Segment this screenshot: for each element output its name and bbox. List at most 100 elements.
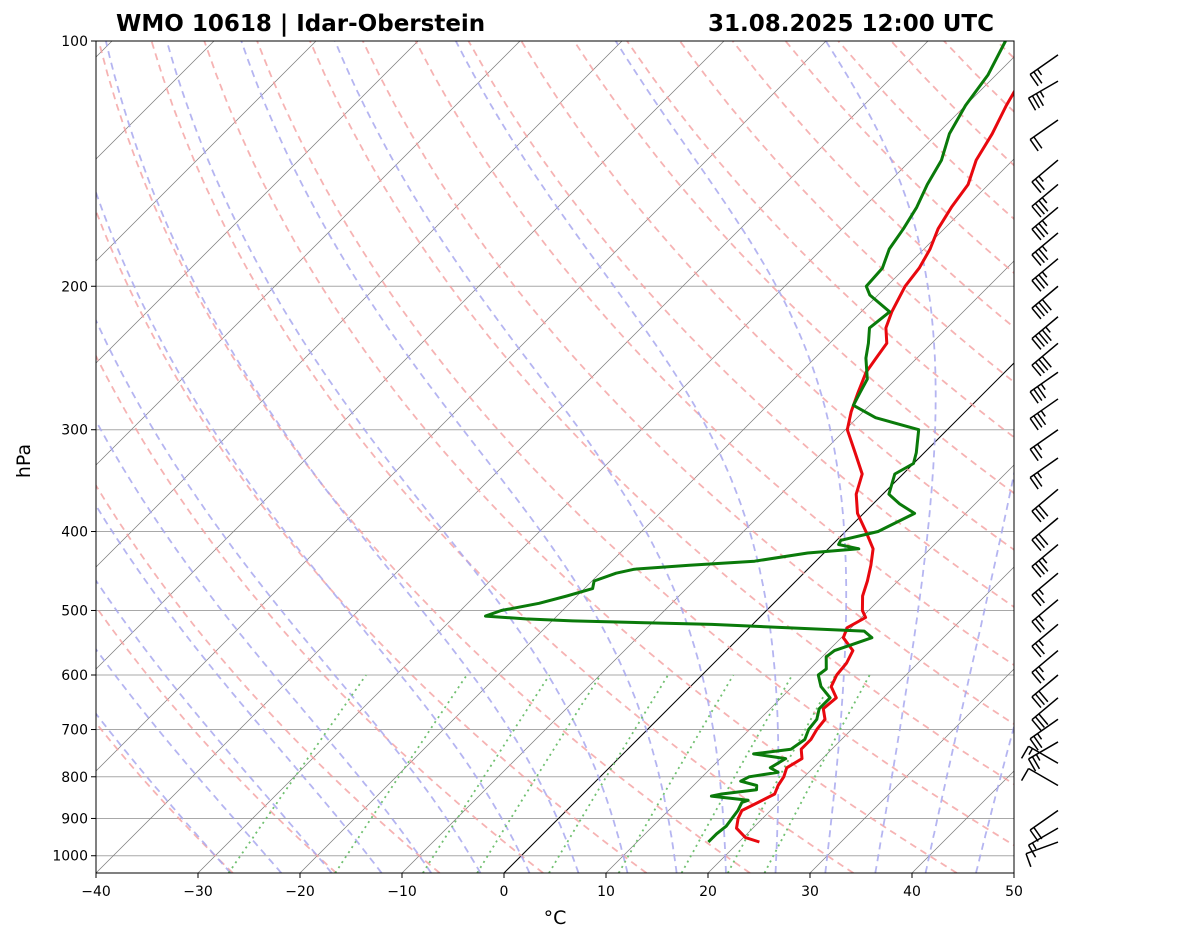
dry-adiabat <box>97 41 751 873</box>
wind-barb <box>1031 342 1059 377</box>
moist-adiabat <box>96 579 333 873</box>
wind-barb-feather <box>1033 826 1043 840</box>
wind-barb <box>1029 457 1059 490</box>
wind-barb <box>1029 119 1059 152</box>
wind-barb <box>1031 285 1059 320</box>
wind-barb-feather <box>1035 93 1044 107</box>
wind-barb-feather <box>1027 758 1037 772</box>
wind-barb-feather <box>1031 645 1042 658</box>
x-tick-label: 10 <box>597 884 615 900</box>
wind-barb-feather <box>1029 448 1039 462</box>
wind-barb <box>1031 183 1059 218</box>
wind-barb <box>1031 232 1059 266</box>
wind-barb-feather <box>1034 591 1045 604</box>
temperature-line <box>735 89 1014 844</box>
wind-barb-feather <box>1038 504 1049 517</box>
y-axis-label: hPa <box>13 444 35 478</box>
dry-adiabat <box>414 41 1014 667</box>
wind-barb-staff <box>1028 741 1059 760</box>
isotherm <box>1013 872 1014 873</box>
wind-barb-feather <box>1029 391 1039 404</box>
wind-barb-feather <box>1038 713 1049 726</box>
wind-barb <box>1029 371 1059 404</box>
wind-barb-staff <box>1031 572 1059 596</box>
moist-adiabat <box>334 41 727 873</box>
moist-adiabat <box>924 469 1014 873</box>
wind-barb-feather <box>1038 560 1049 572</box>
dry-adiabat <box>150 41 854 873</box>
background-grid <box>96 41 1181 873</box>
moist-adiabat <box>96 189 531 873</box>
isotherm <box>707 566 1014 873</box>
chart-title-datetime: 31.08.2025 12:00 UTC <box>708 11 994 37</box>
wind-barb-staff <box>1031 342 1059 366</box>
wind-barb-feather <box>1034 507 1045 520</box>
wind-barb-feather <box>1034 335 1045 347</box>
wind-barb-feather <box>1034 361 1045 374</box>
wind-barb <box>1020 745 1059 764</box>
wind-barb <box>1031 674 1059 709</box>
wind-barb-feather <box>1038 533 1049 546</box>
wind-barb-feather <box>1036 386 1047 399</box>
dry-adiabat <box>96 354 544 873</box>
wind-barb-feather <box>1038 248 1049 261</box>
isotherm <box>401 260 1014 873</box>
wind-barb-feather <box>1031 338 1042 350</box>
wind-barb-feather <box>1033 388 1043 402</box>
wind-barb-feather <box>1025 853 1032 868</box>
x-tick-label: −40 <box>81 884 111 900</box>
isotherm <box>96 41 929 873</box>
wind-barb-staff <box>1031 206 1059 230</box>
wind-barb-half-feather <box>1036 471 1043 479</box>
wind-barb-staff <box>1029 54 1059 75</box>
wind-barb-half-feather <box>1041 271 1048 278</box>
y-tick-label: 200 <box>61 279 88 295</box>
y-tick-label: 800 <box>61 770 88 786</box>
wind-barb <box>1025 841 1059 868</box>
wind-barb-feather <box>1031 280 1042 292</box>
wind-barb <box>1031 599 1059 633</box>
wind-barb-staff <box>1029 371 1059 393</box>
wind-barb-feather <box>1031 510 1042 523</box>
wind-barb <box>1031 517 1059 552</box>
wind-barb-feather <box>1031 671 1042 684</box>
dry-adiabat <box>520 41 1014 551</box>
dry-adiabat <box>996 41 1014 60</box>
wind-barb-feather <box>1027 844 1037 858</box>
wind-barb-feather <box>1027 97 1037 111</box>
wind-barb-feather <box>1029 418 1039 431</box>
dry-adiabat <box>96 483 441 873</box>
wind-barb-feather <box>1034 563 1045 575</box>
wind-barb-staff <box>1029 809 1059 831</box>
mixing-ratio-line <box>680 674 794 873</box>
moist-adiabat <box>455 41 780 873</box>
wind-barb-feather <box>1038 200 1049 212</box>
wind-barb-feather <box>1031 719 1042 731</box>
wind-barb-staff <box>1031 650 1059 674</box>
wind-barb-feather <box>1031 95 1041 109</box>
wind-barb-feather <box>1031 696 1042 709</box>
wind-barb-feather <box>1034 202 1045 215</box>
y-tick-label: 600 <box>61 668 88 684</box>
moist-adiabat <box>825 41 937 873</box>
dry-adiabat <box>1050 41 1181 873</box>
wind-barb-staff <box>1029 457 1059 479</box>
moist-adiabat <box>105 41 580 873</box>
wind-barb-half-feather <box>1040 383 1046 391</box>
wind-barb-feather <box>1036 412 1047 426</box>
wind-barb <box>1031 316 1059 350</box>
wind-barb-feather <box>1034 251 1045 264</box>
y-tick-label: 300 <box>61 423 88 439</box>
x-tick-label: 40 <box>903 884 921 900</box>
wind-barb-feather <box>1033 446 1043 459</box>
moist-adiabat <box>96 419 432 873</box>
isotherm <box>299 158 1014 873</box>
wind-barb-staff <box>1028 745 1059 764</box>
isotherm-zero <box>503 362 1014 873</box>
moist-adiabat <box>96 318 482 873</box>
wind-barb-feather <box>1029 477 1039 490</box>
wind-barb <box>1031 159 1059 194</box>
wind-barb-feather <box>1031 254 1042 266</box>
wind-barb <box>1027 827 1059 858</box>
